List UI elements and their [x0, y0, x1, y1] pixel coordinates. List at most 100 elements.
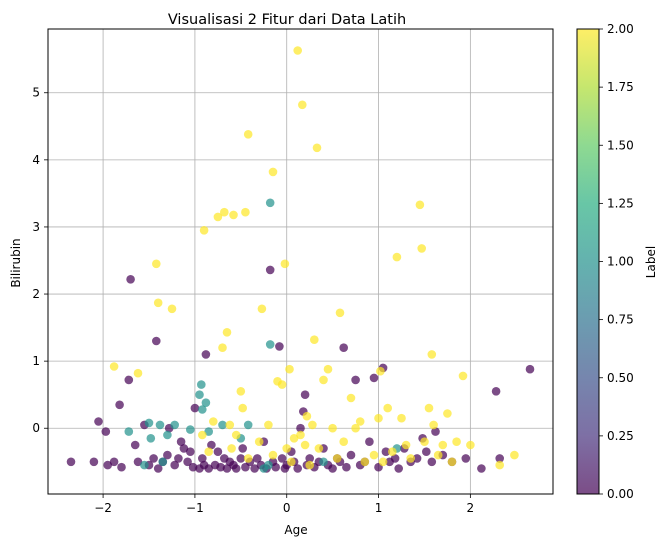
data-point [222, 328, 232, 337]
colorbar-tick-label: 0.50 [607, 371, 634, 385]
chart-title: Visualisasi 2 Fitur dari Data Latih [168, 12, 406, 28]
data-point [186, 447, 195, 457]
data-point [198, 405, 207, 414]
data-point [174, 454, 183, 463]
data-point [351, 375, 360, 385]
data-point [420, 437, 429, 447]
colorbar: 0.00 0.25 0.50 0.75 1.00 1.25 1.50 1.75 2.00 Lab… [576, 22, 658, 501]
colorbar-ticks: 0.00 0.25 0.50 0.75 1.00 1.25 1.50 1.75 2.00 [599, 22, 634, 501]
data-point [346, 450, 356, 460]
data-point [231, 430, 241, 440]
data-point [198, 430, 207, 440]
data-point [220, 207, 229, 217]
data-point [204, 447, 213, 457]
data-point [218, 343, 227, 353]
data-point [201, 398, 211, 408]
data-point [308, 420, 317, 430]
data-point [153, 464, 163, 473]
colorbar-gradient [577, 29, 599, 494]
data-point [388, 447, 397, 457]
x-axis-label: Age [284, 523, 307, 537]
data-point [300, 440, 310, 450]
data-point [204, 427, 213, 436]
data-point [241, 207, 250, 217]
data-point [155, 420, 165, 430]
data-point [94, 417, 103, 426]
x-tick-label: 1 [375, 501, 383, 515]
data-point [438, 440, 448, 450]
data-point [179, 444, 189, 453]
data-point [213, 447, 223, 457]
data-point [222, 464, 232, 473]
data-point [163, 450, 172, 460]
data-point [461, 454, 471, 463]
data-point [216, 462, 225, 472]
data-point [101, 427, 111, 436]
data-point [238, 444, 247, 453]
data-point [140, 460, 149, 470]
data-point [163, 430, 172, 440]
data-point [188, 462, 198, 472]
data-point [417, 244, 427, 253]
data-point [296, 423, 305, 433]
data-point [243, 420, 253, 430]
data-point [130, 440, 140, 450]
colorbar-tick-label: 2.00 [607, 22, 634, 36]
data-point [427, 350, 437, 359]
data-point [319, 375, 328, 385]
data-point [271, 462, 281, 472]
x-tick-label: −2 [94, 501, 112, 515]
data-point [305, 454, 315, 463]
data-point [319, 457, 328, 467]
data-point [298, 100, 307, 110]
data-point [126, 275, 135, 284]
data-point [302, 411, 312, 421]
y-tick-label: 4 [32, 153, 40, 167]
data-point [207, 440, 216, 450]
y-axis-ticks: 0 1 2 3 4 5 [32, 86, 48, 435]
colorbar-tick-label: 0.75 [607, 313, 634, 327]
data-point [383, 403, 393, 413]
data-point [447, 457, 457, 467]
data-point [525, 364, 535, 374]
data-point [183, 457, 192, 467]
data-point [103, 460, 112, 470]
data-point [328, 423, 337, 433]
y-tick-label: 3 [32, 220, 40, 234]
data-point [466, 440, 475, 450]
data-point [133, 457, 143, 467]
data-point [89, 457, 99, 467]
data-point [153, 298, 163, 308]
data-point [365, 437, 374, 447]
x-tick-label: −1 [186, 501, 204, 515]
data-point [342, 462, 351, 472]
data-point [152, 259, 161, 269]
data-point [323, 364, 333, 374]
data-point [204, 464, 213, 473]
data-point [66, 457, 76, 467]
data-point [495, 460, 505, 470]
data-point [378, 457, 388, 467]
data-point [406, 454, 416, 463]
data-point [238, 403, 247, 413]
data-point [109, 362, 119, 371]
data-point [198, 454, 207, 463]
data-point [275, 342, 284, 351]
data-point [332, 454, 342, 463]
data-point [231, 464, 241, 473]
colorbar-tick-label: 1.00 [607, 255, 634, 269]
data-point [427, 457, 437, 467]
data-point [243, 454, 253, 463]
colorbar-tick-label: 1.25 [607, 196, 634, 210]
data-point [195, 390, 204, 400]
data-point [458, 371, 468, 381]
data-point [265, 265, 275, 275]
data-point [254, 437, 264, 447]
data-point [376, 366, 385, 376]
data-point [170, 460, 179, 470]
data-point [167, 304, 177, 314]
data-point [144, 418, 154, 428]
data-point [339, 437, 349, 447]
data-point [225, 420, 235, 430]
